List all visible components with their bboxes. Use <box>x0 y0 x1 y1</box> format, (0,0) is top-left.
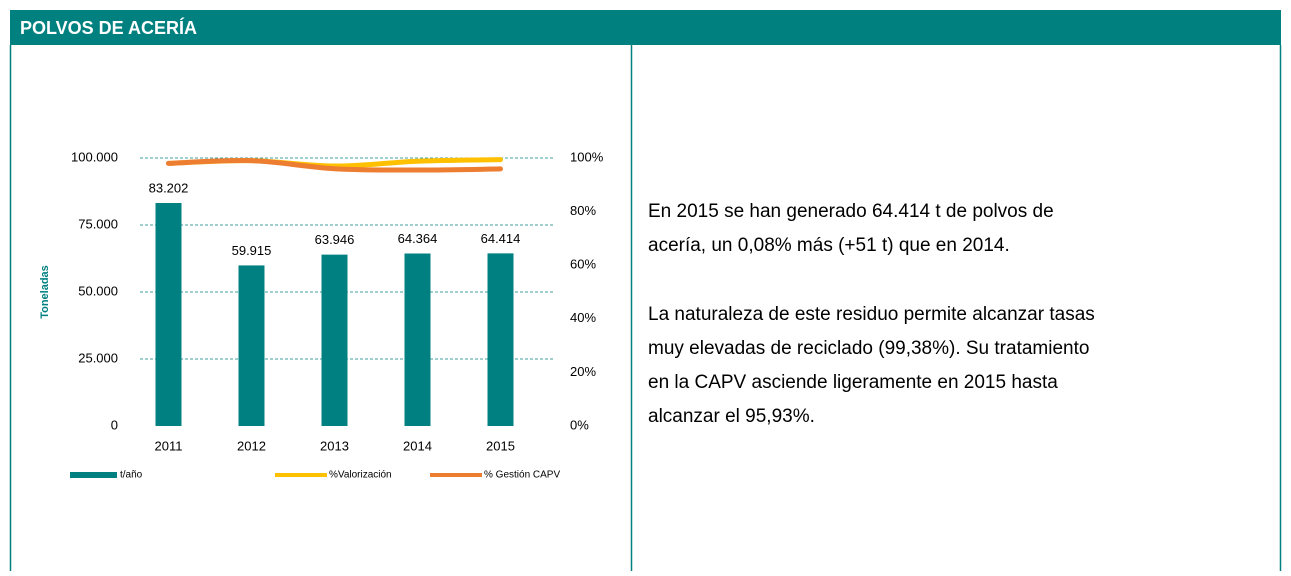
data-label: 64.364 <box>398 231 438 246</box>
x-tick-label: 2012 <box>237 438 266 453</box>
x-tick-label: 2015 <box>486 438 515 453</box>
y-axis-title: Toneladas <box>39 265 51 319</box>
header-title: POLVOS DE ACERÍA <box>20 17 197 38</box>
paragraph-line: muy elevadas de reciclado (99,38%). Su t… <box>648 338 1089 359</box>
legend-label: t/año <box>120 470 143 481</box>
data-label: 63.946 <box>315 232 355 247</box>
y-tick-label: 25.000 <box>78 350 118 365</box>
header-bar <box>10 10 1281 45</box>
paragraph-line: En 2015 se han generado 64.414 t de polv… <box>648 201 1054 222</box>
legend-label: %Valorización <box>329 470 392 481</box>
y-tick-label: 75.000 <box>78 216 118 231</box>
data-label: 64.414 <box>481 231 521 246</box>
y-tick-label: 50.000 <box>78 283 118 298</box>
data-label: 59.915 <box>232 243 272 258</box>
paragraph-line: acería, un 0,08% más (+51 t) que en 2014… <box>648 235 1010 256</box>
bar <box>238 265 265 426</box>
bar <box>321 254 348 426</box>
paragraph-line: en la CAPV asciende ligeramente en 2015 … <box>648 372 1058 393</box>
y2-tick-label: 100% <box>570 149 604 164</box>
y2-tick-label: 20% <box>570 364 596 379</box>
x-tick-label: 2013 <box>320 438 349 453</box>
data-label: 83.202 <box>149 180 189 195</box>
bar <box>487 253 514 426</box>
y2-tick-label: 40% <box>570 310 596 325</box>
legend-label: % Gestión CAPV <box>484 470 560 481</box>
bar <box>155 203 182 426</box>
line <box>166 158 503 173</box>
paragraph-line: alcanzar el 95,93%. <box>648 406 815 427</box>
y2-tick-label: 60% <box>570 257 596 272</box>
legend-swatch <box>70 472 117 478</box>
paragraph-line: La naturaleza de este residuo permite al… <box>648 304 1095 325</box>
y-tick-label: 100.000 <box>71 149 118 164</box>
x-tick-label: 2014 <box>403 438 432 453</box>
y-tick-label: 0 <box>111 417 118 432</box>
x-tick-label: 2011 <box>155 438 183 453</box>
y2-tick-label: 0% <box>570 417 589 432</box>
bar <box>404 253 431 426</box>
y2-tick-label: 80% <box>570 203 596 218</box>
